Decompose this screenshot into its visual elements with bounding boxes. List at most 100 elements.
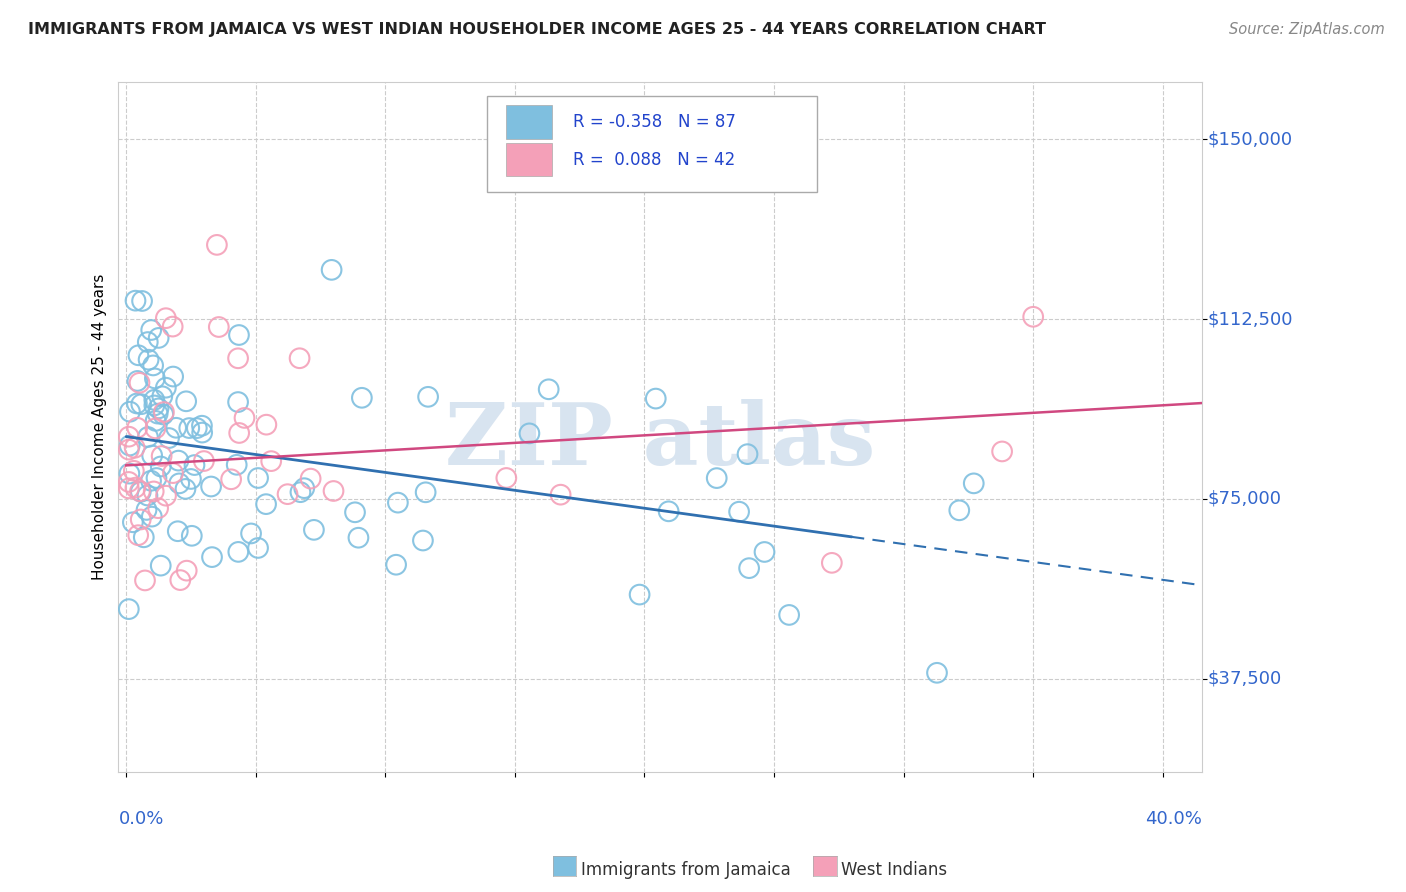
Point	[495, 471, 517, 485]
Point	[925, 665, 948, 680]
Point	[118, 430, 141, 444]
Point	[254, 497, 277, 511]
Point	[125, 396, 148, 410]
Point	[254, 417, 277, 432]
Point	[124, 293, 146, 308]
Point	[150, 449, 173, 463]
Point	[139, 474, 162, 488]
Point	[415, 485, 437, 500]
Point	[277, 487, 299, 501]
Point	[143, 392, 166, 407]
Point	[228, 328, 250, 343]
Point	[247, 541, 270, 555]
Point	[150, 389, 173, 403]
Point	[124, 481, 146, 495]
Point	[186, 421, 208, 435]
Point	[149, 459, 172, 474]
Text: ZIP atlas: ZIP atlas	[444, 399, 875, 483]
Point	[247, 471, 270, 485]
Point	[165, 421, 187, 435]
Point	[208, 320, 231, 334]
Point	[322, 483, 344, 498]
Point	[122, 464, 145, 478]
Point	[169, 573, 191, 587]
Point	[162, 319, 184, 334]
Text: $150,000: $150,000	[1206, 130, 1292, 148]
Point	[141, 323, 163, 337]
Point	[142, 359, 165, 373]
Point	[180, 472, 202, 486]
Point	[228, 425, 250, 440]
Point	[728, 505, 751, 519]
Point	[146, 501, 169, 516]
Point	[416, 390, 439, 404]
Point	[145, 421, 167, 435]
Point	[174, 394, 197, 409]
Point	[385, 558, 408, 572]
Point	[754, 545, 776, 559]
Point	[118, 442, 141, 457]
Point	[162, 369, 184, 384]
Point	[136, 488, 159, 502]
Y-axis label: Householder Income Ages 25 - 44 years: Householder Income Ages 25 - 44 years	[93, 274, 107, 580]
Point	[149, 558, 172, 573]
Point	[157, 431, 180, 445]
Point	[128, 376, 150, 390]
Point	[738, 561, 761, 575]
Point	[143, 371, 166, 385]
Point	[387, 496, 409, 510]
Point	[132, 530, 155, 544]
Point	[136, 334, 159, 349]
Point	[152, 408, 174, 422]
Point	[129, 484, 152, 499]
Point	[321, 263, 343, 277]
Point	[193, 454, 215, 468]
Point	[155, 489, 177, 503]
Text: R =  0.088   N = 42: R = 0.088 N = 42	[574, 151, 735, 169]
Point	[179, 421, 201, 435]
Point	[155, 381, 177, 395]
Point	[200, 479, 222, 493]
FancyBboxPatch shape	[506, 143, 551, 177]
Point	[233, 411, 256, 425]
Point	[138, 352, 160, 367]
FancyBboxPatch shape	[486, 95, 817, 193]
Text: R = -0.358   N = 87: R = -0.358 N = 87	[574, 113, 737, 131]
Point	[260, 454, 283, 468]
Point	[219, 472, 242, 486]
Point	[129, 484, 152, 499]
Point	[143, 399, 166, 413]
Point	[183, 458, 205, 472]
Point	[226, 395, 249, 409]
Point	[991, 444, 1014, 458]
Point	[205, 238, 228, 252]
Point	[118, 482, 141, 496]
Point	[350, 391, 373, 405]
Point	[288, 351, 311, 366]
Text: Immigrants from Jamaica: Immigrants from Jamaica	[581, 861, 790, 879]
Point	[706, 471, 728, 485]
Point	[737, 447, 759, 461]
Point	[118, 467, 141, 481]
Point	[127, 528, 149, 542]
Point	[146, 407, 169, 421]
Point	[124, 441, 146, 455]
Text: $37,500: $37,500	[1206, 670, 1281, 688]
Point	[127, 374, 149, 388]
Point	[963, 476, 986, 491]
Point	[166, 524, 188, 539]
Point	[343, 505, 366, 519]
Point	[118, 475, 141, 489]
Point	[141, 509, 163, 524]
Text: 0.0%: 0.0%	[118, 810, 165, 828]
Point	[134, 574, 156, 588]
Text: $112,500: $112,500	[1206, 310, 1292, 328]
Point	[118, 405, 141, 419]
Text: $75,000: $75,000	[1206, 490, 1281, 508]
Point	[412, 533, 434, 548]
Point	[127, 421, 149, 435]
Point	[142, 484, 165, 499]
Point	[174, 482, 197, 496]
Point	[228, 545, 250, 559]
Point	[778, 607, 800, 622]
